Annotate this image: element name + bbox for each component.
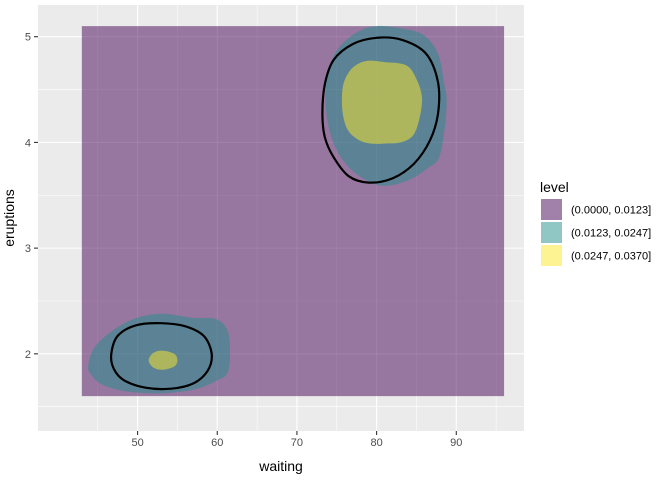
x-tick-label: 70 — [291, 437, 303, 449]
x-axis-title: waiting — [258, 458, 303, 474]
legend-label: (0.0247, 0.0370] — [571, 251, 651, 263]
y-tick-label: 4 — [25, 137, 31, 149]
x-tick-label: 90 — [450, 437, 462, 449]
x-tick-label: 50 — [131, 437, 143, 449]
legend: level (0.0000, 0.0123] (0.0123, 0.0247] (0… — [540, 179, 651, 267]
x-axis: 50 60 70 80 90 — [131, 431, 462, 449]
legend-swatch — [541, 199, 562, 220]
legend-label: (0.0123, 0.0247] — [571, 228, 651, 240]
y-axis: 2 3 4 5 — [25, 32, 38, 361]
density-regions — [81, 25, 505, 397]
y-tick-label: 3 — [25, 243, 31, 255]
density-region-2 — [341, 60, 423, 144]
x-tick-label: 80 — [370, 437, 382, 449]
y-tick-label: 2 — [25, 349, 31, 361]
legend-swatch — [541, 245, 562, 266]
contour-line-1 — [109, 322, 213, 391]
legend-title: level — [540, 179, 569, 195]
legend-swatch — [541, 222, 562, 243]
y-axis-title: eruptions — [1, 189, 17, 247]
legend-label: (0.0000, 0.0123] — [571, 205, 651, 217]
contour-line-0 — [321, 36, 441, 184]
y-tick-label: 5 — [25, 32, 31, 44]
density-region-3 — [148, 350, 178, 370]
density-contour-lines — [109, 36, 441, 391]
x-tick-label: 60 — [211, 437, 223, 449]
